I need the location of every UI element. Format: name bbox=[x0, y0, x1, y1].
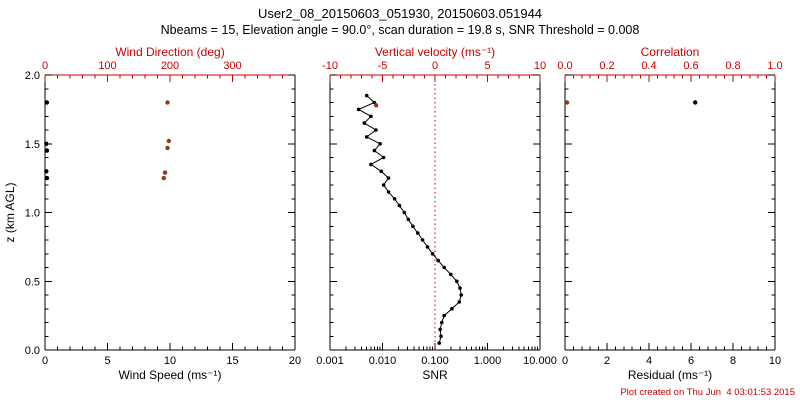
svg-text:0.5: 0.5 bbox=[25, 276, 40, 288]
svg-text:0.0: 0.0 bbox=[25, 345, 40, 357]
svg-text:SNR: SNR bbox=[422, 368, 448, 382]
svg-text:300: 300 bbox=[223, 60, 241, 72]
svg-text:Correlation: Correlation bbox=[641, 45, 700, 59]
plot-created-timestamp: Plot created on Thu Jun 4 03:01:53 2015 bbox=[620, 387, 795, 398]
svg-text:Residual (ms⁻¹): Residual (ms⁻¹) bbox=[628, 368, 712, 382]
svg-text:20: 20 bbox=[289, 355, 301, 367]
svg-text:200: 200 bbox=[161, 60, 179, 72]
svg-text:-10: -10 bbox=[322, 60, 338, 72]
wind-speed-points bbox=[44, 100, 50, 181]
svg-text:1.0: 1.0 bbox=[25, 208, 40, 220]
vertical-velocity-points bbox=[374, 103, 379, 108]
svg-text:10: 10 bbox=[769, 355, 781, 367]
svg-text:2.0: 2.0 bbox=[25, 70, 40, 82]
plot-title: User2_08_20150603_051930, 20150603.05194… bbox=[257, 6, 543, 21]
plot-subtitle: Nbeams = 15, Elevation angle = 90.0°, sc… bbox=[160, 23, 640, 37]
svg-text:5: 5 bbox=[104, 355, 110, 367]
svg-text:0: 0 bbox=[42, 60, 48, 72]
svg-text:100: 100 bbox=[98, 60, 116, 72]
svg-text:5: 5 bbox=[484, 60, 490, 72]
svg-text:4: 4 bbox=[646, 355, 652, 367]
svg-text:2: 2 bbox=[604, 355, 610, 367]
svg-text:8: 8 bbox=[730, 355, 736, 367]
svg-text:Wind Speed (ms⁻¹): Wind Speed (ms⁻¹) bbox=[118, 368, 221, 382]
svg-text:0.001: 0.001 bbox=[316, 355, 344, 367]
svg-text:0.010: 0.010 bbox=[369, 355, 397, 367]
svg-text:10: 10 bbox=[534, 60, 546, 72]
svg-text:Vertical velocity (ms⁻¹): Vertical velocity (ms⁻¹) bbox=[375, 45, 495, 59]
snr-panel: 0.001 0.010 0.100 1.000 10.000 SNR -10 -5 0 5 10 Ve… bbox=[316, 45, 557, 382]
y-axis-label: z (km AGL) bbox=[3, 182, 17, 242]
snr-profile bbox=[356, 93, 464, 345]
svg-text:0.8: 0.8 bbox=[725, 60, 740, 72]
svg-text:0.4: 0.4 bbox=[641, 60, 656, 72]
svg-text:-5: -5 bbox=[378, 60, 388, 72]
correlation-points bbox=[564, 100, 570, 105]
residual-panel: 0 2 4 6 8 10 Residual (ms⁻¹) 0.0 0.2 0.4 0.6 0.8 1.0… bbox=[557, 45, 782, 382]
svg-text:10: 10 bbox=[164, 355, 176, 367]
svg-text:15: 15 bbox=[226, 355, 238, 367]
svg-text:Wind Direction (deg): Wind Direction (deg) bbox=[115, 45, 224, 59]
residual-points bbox=[693, 100, 698, 105]
svg-text:10.000: 10.000 bbox=[523, 355, 557, 367]
svg-text:6: 6 bbox=[688, 355, 694, 367]
wind-panel: 0 5 10 15 20 Wind Speed (ms⁻¹) 0 100 200 300Wind … bbox=[3, 45, 301, 382]
wind-direction-points bbox=[161, 100, 171, 181]
svg-text:0: 0 bbox=[562, 355, 568, 367]
svg-text:0.6: 0.6 bbox=[683, 60, 698, 72]
svg-text:0.2: 0.2 bbox=[599, 60, 614, 72]
svg-text:1.000: 1.000 bbox=[474, 355, 502, 367]
svg-text:1.0: 1.0 bbox=[767, 60, 782, 72]
svg-text:0.0: 0.0 bbox=[557, 60, 572, 72]
svg-text:1.5: 1.5 bbox=[25, 139, 40, 151]
svg-text:0: 0 bbox=[432, 60, 438, 72]
svg-text:0.100: 0.100 bbox=[421, 355, 449, 367]
svg-text:0: 0 bbox=[42, 355, 48, 367]
